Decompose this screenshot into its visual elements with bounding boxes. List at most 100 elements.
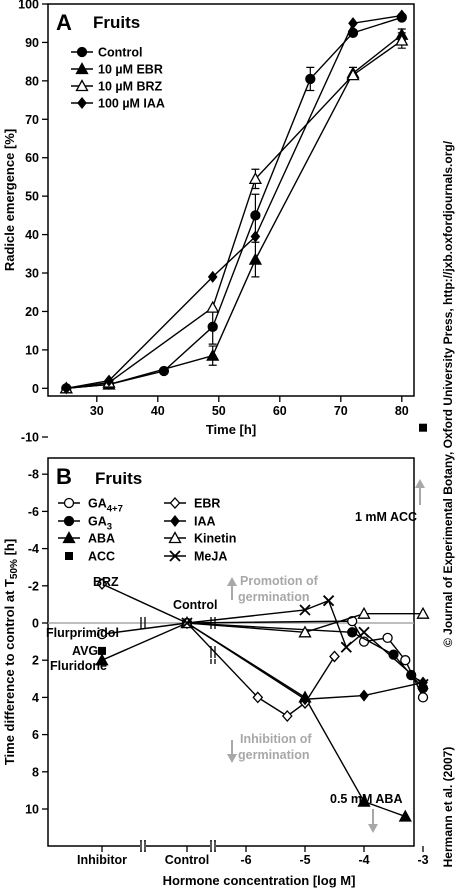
panel-b-ytick-label: -4 <box>28 542 39 556</box>
legend-label: IAA <box>194 515 216 529</box>
data-point <box>347 615 358 627</box>
panel-b-ylabel: Time difference to control at T50% [h] <box>2 539 20 765</box>
legend-marker <box>63 515 75 527</box>
panel-a-ytick-label: 30 <box>25 267 39 281</box>
annotation-control: Control <box>173 598 217 612</box>
series-line <box>101 622 406 818</box>
annotation-promotion-line2: germination <box>238 590 310 604</box>
panel-a-ytick-label: 20 <box>25 305 39 319</box>
legend-marker <box>170 514 180 528</box>
annotation-brz: BRZ <box>93 575 119 589</box>
panel-b-xtick-label: -6 <box>240 853 251 867</box>
data-point <box>395 33 409 46</box>
legend-label: GA4+7 <box>88 497 123 515</box>
legend-marker <box>65 552 73 560</box>
legend-label: Control <box>98 46 142 60</box>
annotation-flurprimidol: Flurprimidol <box>46 626 119 640</box>
panel-b-ytick-label: -10 <box>21 431 39 445</box>
annotation-fluridone: Fluridone <box>50 659 107 673</box>
data-point <box>346 68 360 81</box>
legend-marker <box>75 62 89 75</box>
panel-a-xtick-label: 30 <box>90 404 104 418</box>
legend-label: ACC <box>88 550 115 564</box>
panel-b-ytick-label: 6 <box>32 728 39 742</box>
axis-break <box>140 840 146 852</box>
panel-b-xlabel: Hormone concentration [log M] <box>163 873 356 888</box>
data-point <box>300 693 310 706</box>
promotion-arrow <box>227 577 237 600</box>
panel-b-ytick-label: 10 <box>25 803 39 817</box>
data-point <box>250 230 261 243</box>
copyright-text: © Journal of Experimental Botany, Oxford… <box>441 140 455 647</box>
legend-marker <box>76 46 88 58</box>
credit-text: Hermann et al. (2007) <box>441 747 455 868</box>
data-point <box>398 809 412 822</box>
panel-b-xtick-label: -3 <box>417 853 428 867</box>
data-point <box>348 17 358 30</box>
panel-b-ytick-label: -6 <box>28 505 39 519</box>
legend-marker <box>62 531 76 544</box>
panel-b-frame <box>47 457 415 847</box>
panel-a-ylabel: Radicle emergence [%] <box>2 129 17 271</box>
data-point <box>252 691 264 704</box>
annotation-inhibition-line2: germination <box>238 748 310 762</box>
data-point <box>347 627 358 638</box>
panel-a-ytick-label: 10 <box>25 343 39 357</box>
axis-break <box>210 659 216 664</box>
data-point <box>358 626 370 638</box>
legend-marker <box>169 497 181 509</box>
axis-break <box>210 840 216 852</box>
series-100-m-iaa <box>61 9 407 395</box>
data-point <box>250 210 261 221</box>
data-point <box>207 270 218 283</box>
data-point <box>95 653 109 666</box>
panel-a-ytick-label: 60 <box>25 151 39 165</box>
data-point <box>206 348 220 361</box>
data-point <box>417 678 429 691</box>
data-point <box>400 655 411 666</box>
panel-b-ytick-label: 8 <box>32 765 39 779</box>
data-point <box>181 617 193 629</box>
data-point <box>417 692 429 703</box>
panel-a-xtick-label: 40 <box>151 404 165 418</box>
legend-label: MeJA <box>194 550 227 564</box>
data-point <box>298 625 312 638</box>
data-point <box>382 632 393 644</box>
series-line <box>66 14 402 390</box>
data-point <box>357 794 371 807</box>
series-line <box>66 39 403 390</box>
data-point <box>248 252 262 265</box>
axis-break <box>140 617 146 629</box>
data-point <box>299 604 311 616</box>
panel-b-axes: 10 8 6 4 2 0 -2 -4 -6 -8 -10 Inhibitor Control -6 -5 -4… <box>21 431 429 868</box>
series-aba <box>95 616 412 822</box>
panel-a-frame <box>47 3 415 397</box>
legend-marker <box>169 550 181 562</box>
data-point <box>416 606 430 619</box>
data-point <box>419 423 427 432</box>
legend-marker <box>75 79 89 92</box>
series-line <box>186 622 424 700</box>
series-line <box>66 34 403 390</box>
data-point <box>340 641 352 653</box>
panel-b-title: Fruits <box>95 469 142 488</box>
panel-b: B Fruits 10 8 6 4 2 0 -2 -4 -6 -8 -10 Inhibitor Cont… <box>2 423 430 888</box>
panel-b-ytick-label: 0 <box>32 617 39 631</box>
panel-b-ytick-label: 4 <box>32 691 39 705</box>
panel-a-letter: A <box>56 10 72 35</box>
panel-a-ytick-label: 80 <box>25 74 39 88</box>
annotation-acc: 1 mM ACC <box>355 510 417 524</box>
data-point <box>206 300 220 313</box>
annotation-promotion-line1: Promotion of <box>240 574 319 588</box>
legend-marker <box>77 96 87 110</box>
panel-b-xtick-label: -4 <box>358 853 369 867</box>
series-line <box>101 583 336 717</box>
panel-b-series <box>95 423 430 822</box>
legend-label: 10 µM BRZ <box>98 80 163 94</box>
annotation-inhibition-line1: Inhibition of <box>240 732 312 746</box>
panel-a-series <box>59 9 409 395</box>
panel-a-xlabel: Time [h] <box>206 422 256 437</box>
panel-a-ytick-label: 0 <box>32 382 39 396</box>
